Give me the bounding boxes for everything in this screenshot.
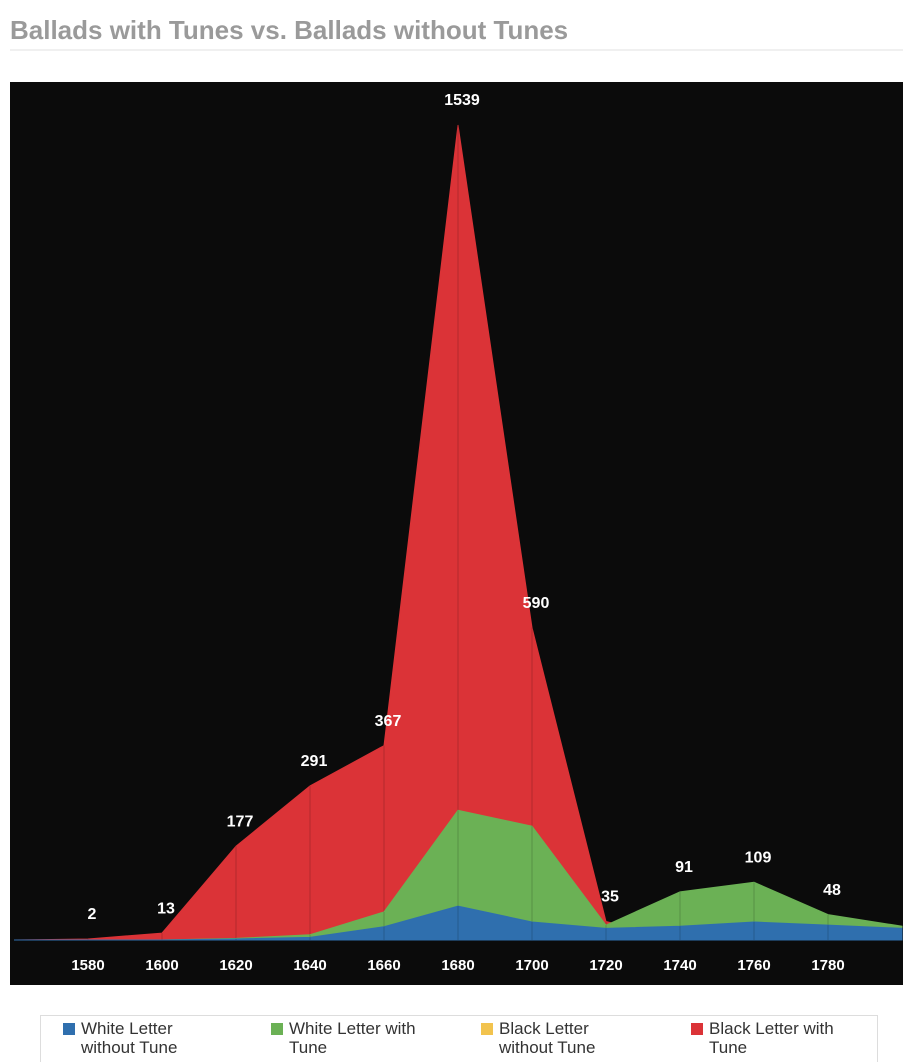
x-tick-label: 1600 (145, 957, 178, 974)
legend-label: Black Letter without Tune (499, 1019, 596, 1057)
x-tick-label: 1780 (811, 957, 844, 974)
data-label: 2 (88, 906, 97, 923)
data-label: 1539 (444, 92, 480, 109)
data-label: 590 (523, 595, 550, 612)
legend-label: White Letter without Tune (81, 1019, 178, 1057)
chart-title: Ballads with Tunes vs. Ballads without T… (10, 15, 568, 45)
data-label: 91 (675, 859, 693, 876)
legend-swatch (63, 1023, 75, 1035)
legend-item[interactable]: Black Letter without Tune (479, 1019, 639, 1057)
legend-item[interactable]: White Letter with Tune (269, 1019, 429, 1057)
x-tick-label: 1660 (367, 957, 400, 974)
legend-swatch (691, 1023, 703, 1035)
data-label: 48 (823, 882, 841, 899)
x-tick-label: 1740 (663, 957, 696, 974)
chart: Ballads with Tunes vs. Ballads without T… (10, 15, 903, 985)
data-label: 291 (301, 753, 328, 770)
x-tick-label: 1620 (219, 957, 252, 974)
legend-swatch (481, 1023, 493, 1035)
x-tick-label: 1640 (293, 957, 326, 974)
x-tick-label: 1760 (737, 957, 770, 974)
legend-item[interactable]: White Letter without Tune (61, 1019, 221, 1057)
area (14, 905, 903, 941)
legend-item[interactable]: Black Letter with Tune (689, 1019, 849, 1057)
data-label: 177 (227, 813, 254, 830)
x-tick-label: 1580 (71, 957, 104, 974)
legend-label: White Letter with Tune (289, 1019, 416, 1057)
legend: White Letter without Tune White Letter wi… (40, 1015, 878, 1062)
x-tick-label: 1680 (441, 957, 474, 974)
data-label: 13 (157, 900, 175, 917)
legend-swatch (271, 1023, 283, 1035)
data-label: 109 (745, 849, 772, 866)
legend-label: Black Letter with Tune (709, 1019, 834, 1057)
x-tick-label: 1700 (515, 957, 548, 974)
data-label: 35 (601, 889, 619, 906)
x-tick-label: 1720 (589, 957, 622, 974)
data-label: 367 (375, 713, 402, 730)
